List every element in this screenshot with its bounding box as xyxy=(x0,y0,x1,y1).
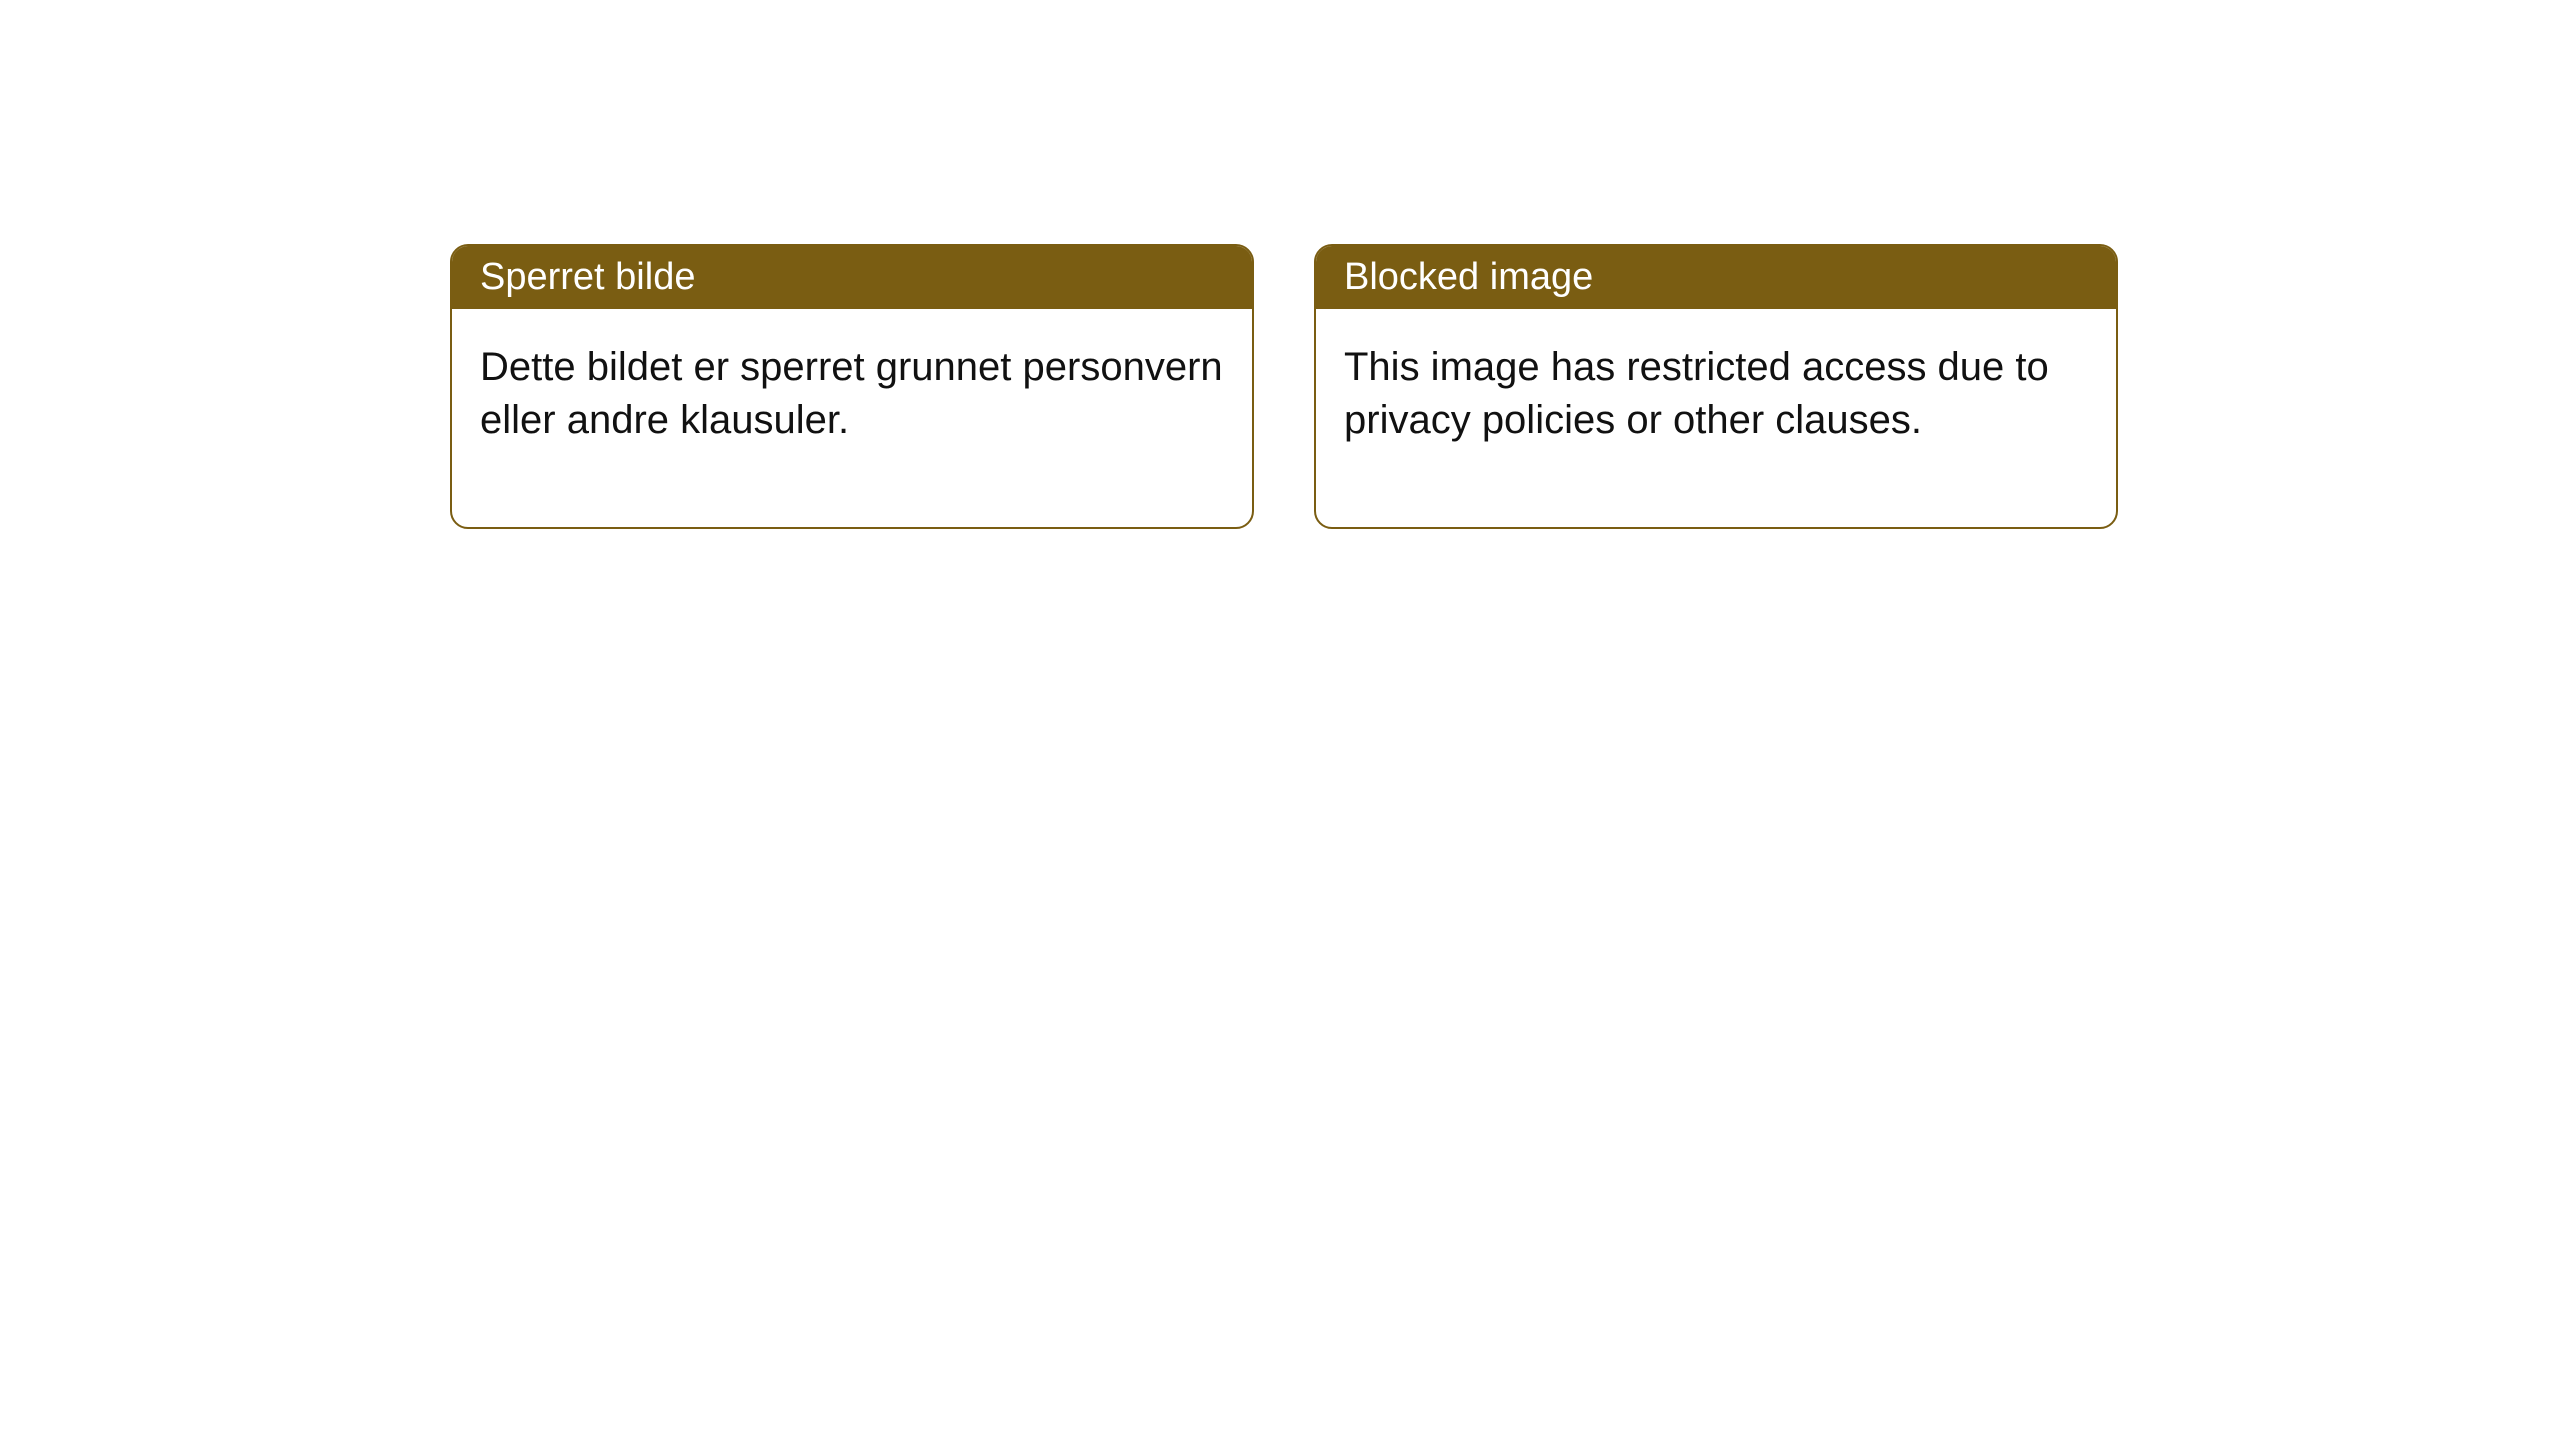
notice-container: Sperret bilde Dette bildet er sperret gr… xyxy=(0,0,2560,529)
notice-card-norwegian: Sperret bilde Dette bildet er sperret gr… xyxy=(450,244,1254,529)
notice-body-norwegian: Dette bildet er sperret grunnet personve… xyxy=(452,309,1252,527)
notice-card-english: Blocked image This image has restricted … xyxy=(1314,244,2118,529)
notice-body-english: This image has restricted access due to … xyxy=(1316,309,2116,527)
notice-title-norwegian: Sperret bilde xyxy=(452,246,1252,309)
notice-title-english: Blocked image xyxy=(1316,246,2116,309)
